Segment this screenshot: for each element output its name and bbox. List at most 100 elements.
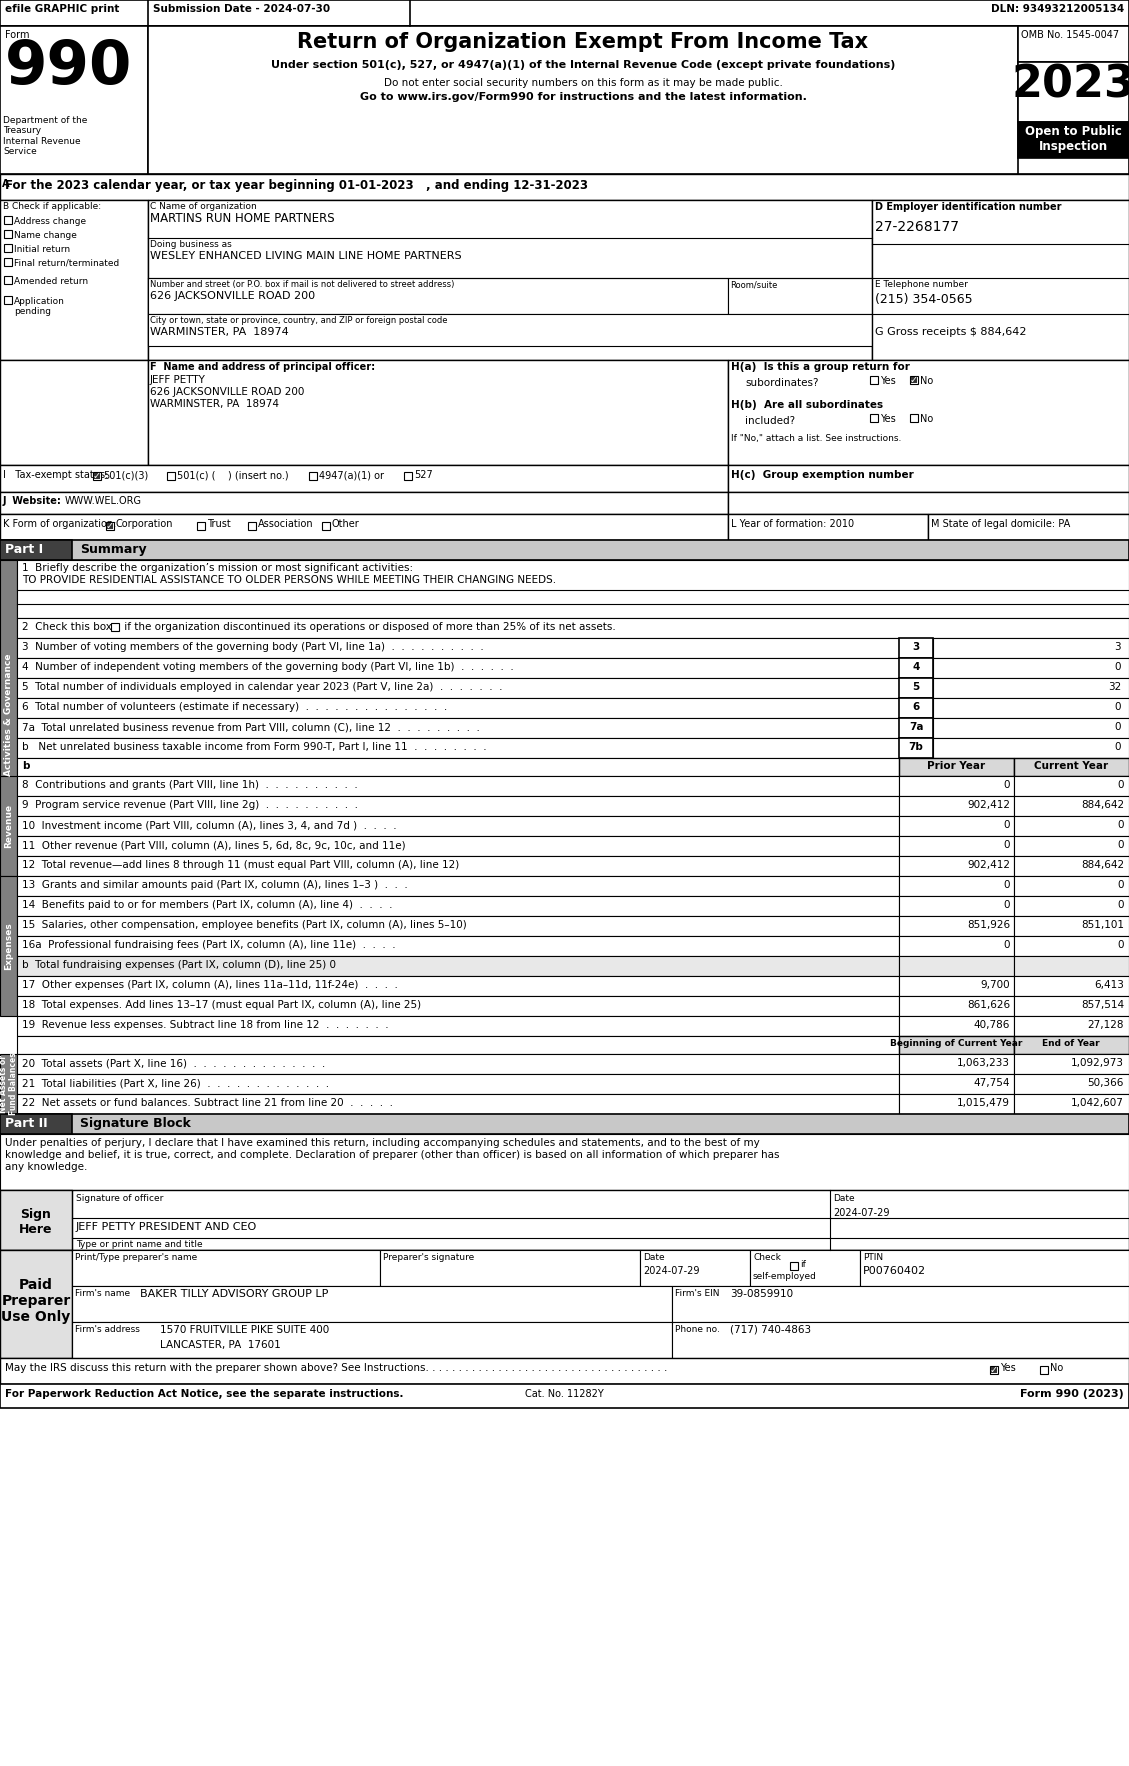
Bar	[0, 26, 148, 175]
Text: H(b)  Are all subordinates: H(b) Are all subordinates	[730, 401, 883, 410]
Bar	[17, 835, 899, 857]
Bar	[933, 719, 1129, 738]
Bar	[1014, 796, 1129, 816]
Text: Submission Date - 2024-07-30: Submission Date - 2024-07-30	[154, 4, 330, 14]
Text: Beginning of Current Year: Beginning of Current Year	[890, 1038, 1022, 1047]
Text: 9,700: 9,700	[980, 980, 1010, 991]
Bar	[870, 376, 878, 383]
Bar	[872, 200, 1129, 360]
Bar	[1014, 1074, 1129, 1093]
Text: Corporation: Corporation	[116, 519, 174, 530]
Text: 861,626: 861,626	[966, 1000, 1010, 1010]
Bar	[0, 464, 728, 493]
Bar	[17, 698, 899, 719]
Text: Sign
Here: Sign Here	[19, 1208, 53, 1236]
Text: 7a: 7a	[909, 722, 924, 731]
Text: May the IRS discuss this return with the preparer shown above? See Instructions.: May the IRS discuss this return with the…	[5, 1363, 667, 1372]
Bar	[933, 659, 1129, 678]
Text: included?: included?	[745, 417, 795, 426]
Text: 501(c)(3): 501(c)(3)	[103, 470, 148, 480]
Bar	[148, 360, 728, 464]
Bar	[93, 472, 100, 480]
Text: 3  Number of voting members of the governing body (Part VI, line 1a)  .  .  .  .: 3 Number of voting members of the govern…	[21, 643, 483, 652]
Bar	[910, 376, 918, 383]
Text: 0: 0	[1114, 742, 1121, 752]
Text: Check: Check	[753, 1254, 781, 1263]
Bar	[0, 540, 1129, 560]
Bar	[17, 1074, 899, 1093]
Text: 884,642: 884,642	[1080, 800, 1124, 811]
Text: 2023: 2023	[1012, 64, 1129, 108]
Bar	[1018, 122, 1129, 157]
Bar	[148, 277, 728, 314]
Bar	[17, 638, 899, 659]
Bar	[899, 1037, 1014, 1054]
Text: Under penalties of perjury, I declare that I have examined this return, includin: Under penalties of perjury, I declare th…	[5, 1137, 760, 1148]
Text: K Form of organization:: K Form of organization:	[3, 519, 116, 530]
Bar	[309, 472, 317, 480]
Text: 47,754: 47,754	[973, 1077, 1010, 1088]
Text: Number and street (or P.O. box if mail is not delivered to street address): Number and street (or P.O. box if mail i…	[150, 281, 454, 290]
Bar	[899, 835, 1014, 857]
Bar	[5, 230, 12, 238]
Bar	[728, 277, 872, 314]
Text: 0: 0	[1118, 940, 1124, 950]
Text: 857,514: 857,514	[1080, 1000, 1124, 1010]
Text: Firm's EIN: Firm's EIN	[675, 1289, 719, 1298]
Text: 6: 6	[912, 703, 920, 712]
Text: For the 2023 calendar year, or tax year beginning 01-01-2023   , and ending 12-3: For the 2023 calendar year, or tax year …	[5, 178, 588, 192]
Text: 5: 5	[912, 682, 920, 692]
Bar	[167, 472, 175, 480]
Bar	[0, 1190, 72, 1250]
Bar	[672, 1286, 1129, 1323]
Bar	[1040, 1365, 1048, 1374]
Text: 13  Grants and similar amounts paid (Part IX, column (A), lines 1–3 )  .  .  .: 13 Grants and similar amounts paid (Part…	[21, 879, 408, 890]
Text: Net Assets or
Fund Balances: Net Assets or Fund Balances	[0, 1053, 18, 1116]
Text: Department of the
Treasury
Internal Revenue
Service: Department of the Treasury Internal Reve…	[3, 117, 87, 155]
Text: 14  Benefits paid to or for members (Part IX, column (A), line 4)  .  .  .  .: 14 Benefits paid to or for members (Part…	[21, 901, 393, 909]
Text: Room/suite: Room/suite	[730, 281, 778, 290]
Bar	[870, 413, 878, 422]
Bar	[991, 1367, 997, 1372]
Bar	[1014, 1093, 1129, 1114]
Text: Summary: Summary	[80, 542, 147, 556]
Text: 0: 0	[1118, 781, 1124, 789]
Bar	[5, 275, 12, 284]
Bar	[899, 698, 933, 719]
Text: 5  Total number of individuals employed in calendar year 2023 (Part V, line 2a) : 5 Total number of individuals employed i…	[21, 682, 502, 692]
Bar	[17, 996, 899, 1015]
Bar	[899, 796, 1014, 816]
Text: Trust: Trust	[207, 519, 230, 530]
Text: P00760402: P00760402	[863, 1266, 926, 1277]
Bar	[910, 413, 918, 422]
Text: For Paperwork Reduction Act Notice, see the separate instructions.: For Paperwork Reduction Act Notice, see …	[5, 1390, 403, 1399]
Bar	[1018, 62, 1129, 122]
Text: I   Tax-exempt status:: I Tax-exempt status:	[3, 470, 108, 480]
Text: 902,412: 902,412	[968, 800, 1010, 811]
Bar	[322, 523, 330, 530]
Text: if the organization discontinued its operations or disposed of more than 25% of : if the organization discontinued its ope…	[121, 622, 615, 632]
Bar	[728, 360, 1129, 464]
Text: Other: Other	[332, 519, 360, 530]
Bar	[148, 314, 872, 346]
Bar	[672, 1323, 1129, 1358]
Text: Application
pending: Application pending	[14, 297, 64, 316]
Text: JEFF PETTY PRESIDENT AND CEO: JEFF PETTY PRESIDENT AND CEO	[76, 1222, 257, 1233]
Text: Open to Public
Inspection: Open to Public Inspection	[1024, 125, 1121, 154]
Text: 0: 0	[1114, 662, 1121, 673]
Text: 22  Net assets or fund balances. Subtract line 21 from line 20  .  .  .  .  .: 22 Net assets or fund balances. Subtract…	[21, 1098, 393, 1107]
Bar	[17, 816, 899, 835]
Bar	[17, 876, 899, 895]
Text: Prior Year: Prior Year	[927, 761, 986, 772]
Bar	[72, 1286, 672, 1323]
Text: ✓: ✓	[106, 521, 114, 532]
Text: 15  Salaries, other compensation, employee benefits (Part IX, column (A), lines : 15 Salaries, other compensation, employe…	[21, 920, 466, 931]
Bar	[1014, 996, 1129, 1015]
Bar	[111, 623, 119, 630]
Bar	[899, 1093, 1014, 1114]
Text: subordinates?: subordinates?	[745, 378, 819, 389]
Bar	[1014, 758, 1129, 775]
Bar	[750, 1250, 860, 1286]
Bar	[17, 775, 899, 796]
Text: 27-2268177: 27-2268177	[875, 221, 959, 235]
